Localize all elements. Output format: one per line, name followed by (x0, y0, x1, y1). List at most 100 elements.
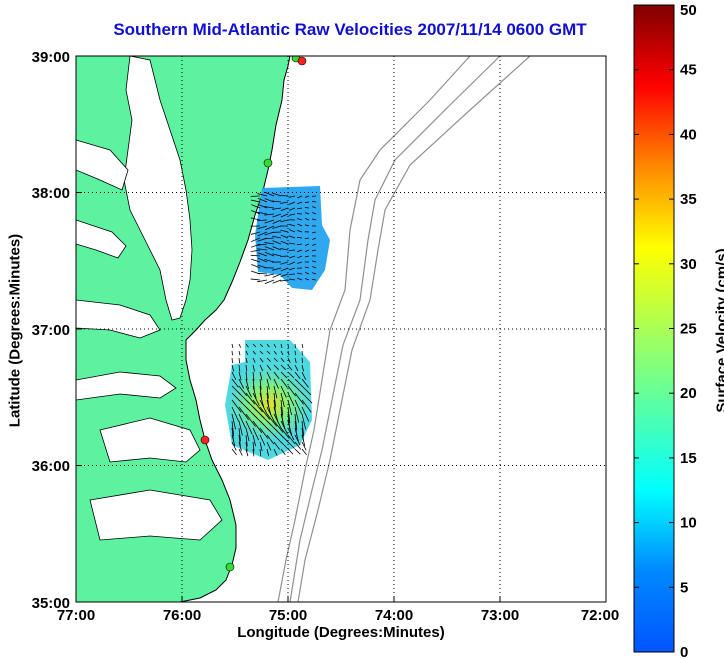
velocity-vector (287, 441, 295, 449)
velocity-vector (238, 441, 242, 452)
velocity-vector (280, 207, 289, 212)
velocity-vector (312, 260, 317, 263)
velocity-vector (296, 272, 303, 275)
velocity-vector (272, 253, 282, 257)
velocity-vector (280, 273, 289, 277)
velocity-vector (264, 279, 275, 285)
velocity-vector (259, 392, 264, 407)
velocity-vector (245, 364, 248, 372)
colorbar-tick-label: 15 (680, 450, 697, 467)
velocity-vector (245, 427, 250, 442)
velocity-vector (304, 207, 310, 209)
velocity-vector (252, 399, 263, 413)
velocity-vector (238, 385, 248, 397)
velocity-vector (294, 448, 301, 455)
velocity-vector (287, 406, 291, 423)
velocity-vector (231, 406, 240, 422)
station-marker-inactive[interactable] (200, 435, 210, 445)
velocity-vector (294, 427, 299, 442)
velocity-vector (287, 378, 296, 387)
velocity-vector (266, 364, 272, 371)
velocity-vector (259, 399, 268, 415)
velocity-vector (257, 204, 268, 209)
velocity-vector (266, 357, 271, 362)
velocity-vector (250, 249, 261, 253)
velocity-vector (252, 371, 255, 381)
x-tick-label: 73:00 (481, 607, 519, 624)
velocity-vector (266, 406, 275, 422)
y-tick-label: 38:00 (32, 185, 70, 202)
velocity-vector (280, 279, 289, 282)
velocity-vector (272, 235, 282, 239)
velocity-vector (245, 385, 252, 398)
velocity-vector (280, 240, 289, 245)
velocity-vector (259, 441, 263, 452)
velocity-vector (238, 448, 243, 456)
velocity-vector (288, 213, 296, 216)
velocity-vector (280, 248, 289, 251)
velocity-vector (272, 273, 282, 278)
y-tick-label: 39:00 (32, 49, 70, 66)
velocity-vector (288, 242, 296, 245)
colorbar-tick-label: 45 (680, 62, 697, 79)
velocity-vector (297, 218, 303, 221)
velocity-vector (280, 201, 289, 204)
colorbar-ticks (634, 4, 674, 653)
velocity-vector (301, 441, 307, 451)
x-tick-label: 77:00 (57, 607, 95, 624)
velocity-vector (266, 441, 272, 451)
velocity-vector (297, 201, 303, 205)
velocity-vector (312, 212, 317, 215)
velocity-vector (264, 273, 275, 277)
velocity-vector (250, 231, 261, 235)
velocity-vector (252, 357, 256, 363)
velocity-vector (250, 278, 261, 281)
velocity-vector (304, 237, 310, 240)
velocity-vector (280, 420, 288, 435)
velocity-vector (245, 357, 248, 364)
velocity-vector (238, 378, 245, 389)
velocity-vector (250, 254, 261, 257)
velocity-vector (280, 343, 283, 348)
velocity-vector (264, 213, 275, 216)
velocity-vector (312, 237, 317, 240)
bathymetry-contours (277, 56, 531, 602)
velocity-vector (288, 207, 296, 211)
velocity-vector (289, 261, 296, 265)
velocity-vector (301, 448, 307, 456)
station-marker-active[interactable] (225, 562, 235, 572)
velocity-vector (266, 343, 270, 348)
velocity-vector (301, 378, 309, 388)
velocity-vector (245, 378, 250, 390)
velocity-vector (288, 273, 296, 276)
velocity-vector (301, 357, 304, 364)
y-tick-label: 35:00 (32, 595, 70, 612)
velocity-vector (288, 195, 296, 198)
velocity-vector (259, 364, 264, 372)
x-tick-label: 74:00 (375, 607, 413, 624)
velocity-vector (304, 212, 310, 215)
velocity-vector (288, 223, 296, 227)
velocity-vector (297, 255, 303, 259)
velocity-vector (272, 219, 282, 224)
velocity-vector (301, 343, 304, 348)
velocity-vector (259, 343, 264, 348)
velocity-vector (266, 434, 275, 445)
velocity-vector (280, 385, 287, 398)
velocity-vector (311, 249, 317, 252)
velocity-vector (273, 392, 277, 408)
velocity-vector (287, 420, 293, 436)
velocity-vector (273, 413, 282, 429)
velocity-vector (296, 243, 303, 246)
velocity-vector (311, 231, 317, 234)
velocity-vector (238, 364, 241, 372)
x-axis-label: Longitude (Degrees:Minutes) (237, 624, 445, 641)
colorbar-tick-label: 40 (680, 126, 697, 143)
velocity-vector (301, 392, 313, 404)
map-title: Southern Mid-Atlantic Raw Velocities 200… (113, 20, 587, 39)
station-marker-active[interactable] (263, 158, 273, 168)
velocity-vector (273, 378, 279, 389)
station-marker-inactive[interactable] (297, 56, 307, 66)
velocity-vector (273, 448, 278, 456)
velocity-vector (264, 237, 275, 240)
